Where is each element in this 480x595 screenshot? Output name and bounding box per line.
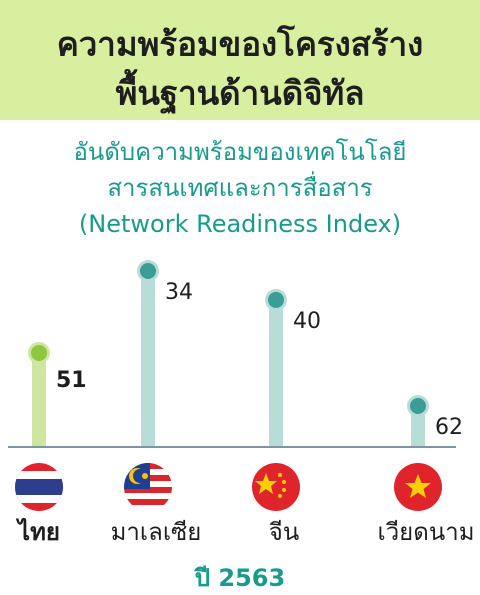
stem [32,352,46,446]
flag-vietnam [394,463,442,511]
flag-china [252,463,300,511]
value-label: 51 [56,368,87,393]
dot [140,263,156,279]
subtitle-line: อันดับความพร้อมของเทคโนโลยี [74,138,407,166]
value-label: 34 [165,280,193,305]
dot [268,291,284,308]
flag-malaysia [124,463,172,511]
category-label: มาเลเซีย [111,518,202,546]
category-label: ไทย [15,517,60,546]
subtitle-line: (Network Readiness Index) [79,210,401,238]
footer: ปี 2563 [194,564,286,592]
stem [141,271,155,446]
value-label: 62 [435,415,463,440]
title-line: พื้นฐานด้านดิจิทัล [116,69,365,115]
dot [410,398,426,414]
flag-thailand [15,463,63,511]
value-label: 40 [293,309,321,334]
dot [31,344,47,361]
subtitle-line: สารสนเทศและการสื่อสาร [107,171,372,202]
stem [269,299,283,446]
title-line: ความพร้อมของโครงสร้าง [57,25,424,64]
category-label: เวียดนาม [377,518,474,546]
header-bg [0,0,480,120]
category-label: จีน [269,518,299,546]
